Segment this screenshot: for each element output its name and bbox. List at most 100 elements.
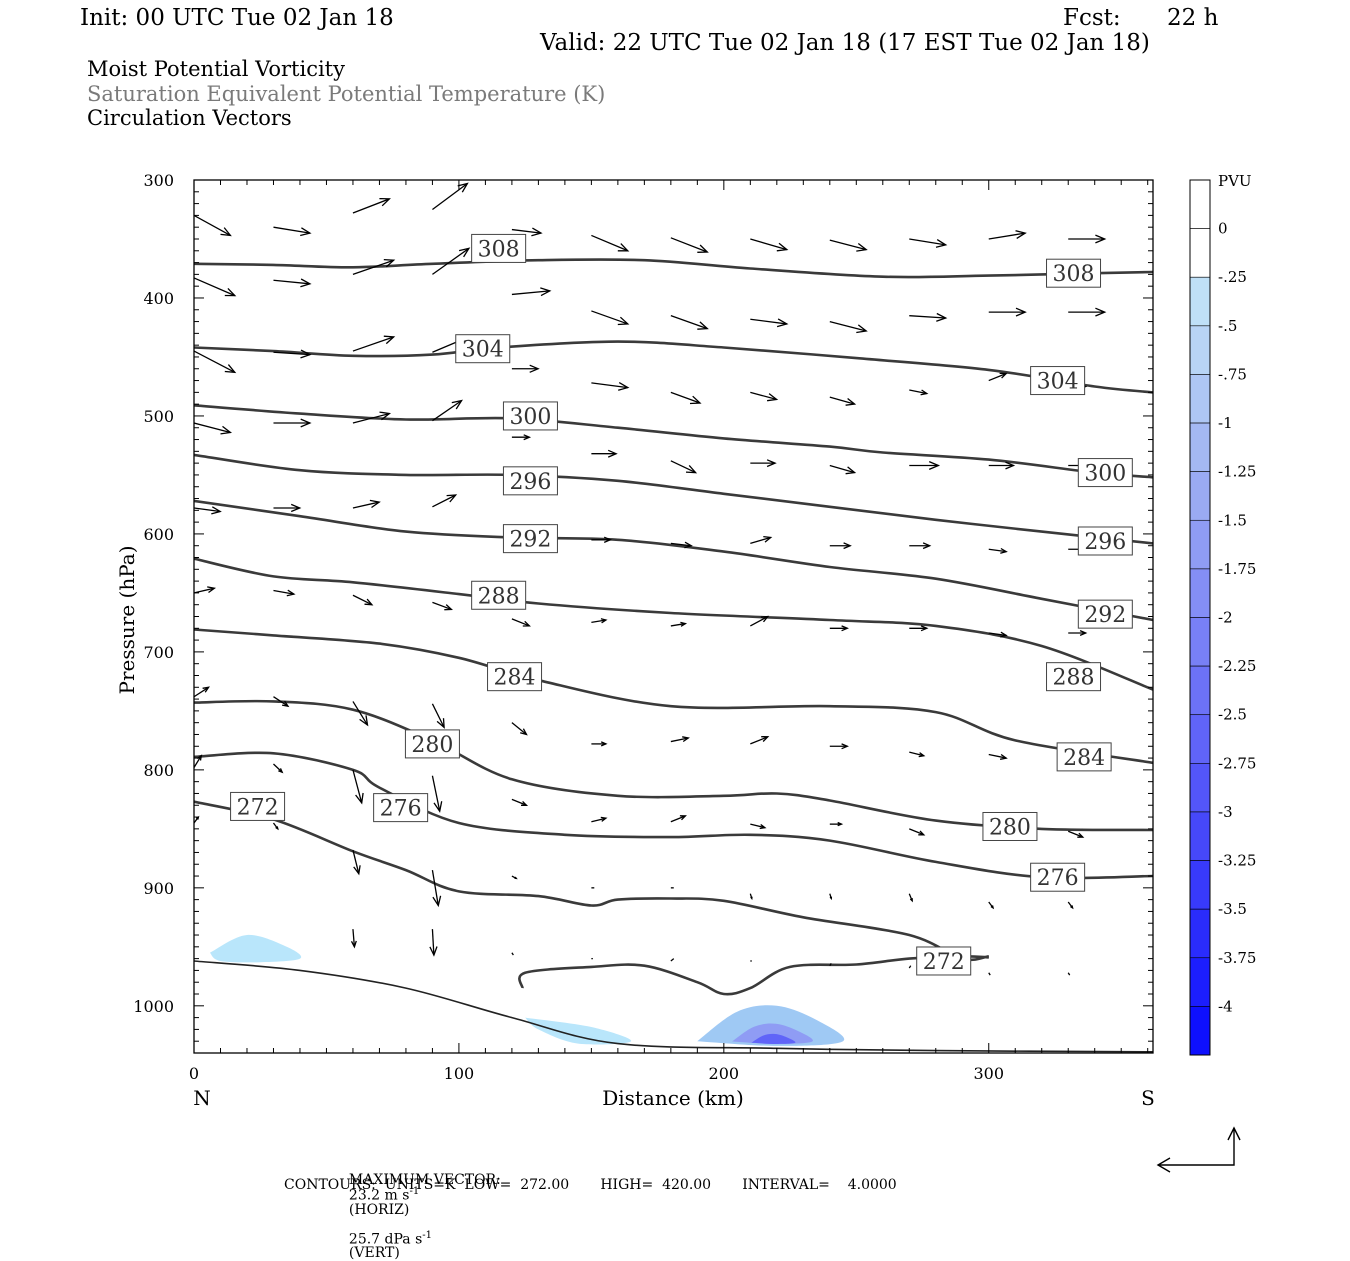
contour-line-304	[194, 340, 1153, 394]
vector-head	[520, 728, 528, 736]
vector-shaft	[591, 619, 607, 624]
colorbar-label: -3	[1218, 803, 1233, 821]
circulation-vector	[352, 258, 396, 275]
circulation-vector	[670, 391, 702, 405]
circulation-vector	[750, 459, 777, 468]
vector-shaft	[909, 315, 946, 319]
vector-head	[364, 598, 374, 606]
vector-shaft	[194, 507, 221, 513]
vector-head	[540, 287, 552, 297]
colorbar-segment	[1189, 763, 1211, 813]
circulation-vector	[591, 816, 608, 823]
vector-head	[1077, 832, 1085, 838]
field-title-pv: Moist Potential Vorticity	[87, 57, 345, 81]
colorbar-label: -.75	[1218, 365, 1247, 383]
circulation-vectors	[194, 182, 1107, 976]
circulation-vector	[909, 828, 926, 836]
contour-label: 296	[509, 470, 551, 495]
pv-colorbar: 0 -.25 -.5 -.75 -1 -1.25 -1.5 -1.75 -2 -2.25 -2.5 -…	[1189, 179, 1256, 1056]
max-vector-label: MAXIMUM VECTOR:	[348, 1172, 501, 1188]
vector-shaft	[750, 823, 766, 829]
circulation-vector	[670, 736, 690, 743]
vector-shaft	[352, 701, 369, 726]
vector-shaft	[352, 336, 394, 352]
vector-shaft	[432, 494, 457, 508]
contour-label: 284	[494, 666, 536, 691]
vector-head	[383, 335, 396, 345]
vector-head	[1015, 307, 1027, 317]
circulation-vector	[988, 372, 1008, 382]
circulation-vector	[272, 822, 279, 831]
circulation-vector	[194, 506, 222, 515]
circulation-vector	[194, 214, 232, 237]
x-axis-label: Distance (km)	[602, 1086, 744, 1110]
vector-head	[522, 620, 531, 627]
vector-shaft	[988, 372, 1007, 382]
vector-shaft	[591, 234, 629, 252]
circulation-vector	[350, 929, 357, 949]
circulation-vector	[988, 631, 1008, 638]
vector-head	[761, 736, 770, 742]
vector-head	[451, 399, 463, 410]
vector-head	[523, 434, 532, 441]
horizontal-tag: (HORIZ)	[348, 1201, 410, 1218]
vector-shaft	[908, 965, 912, 969]
vector-shaft	[829, 962, 832, 967]
circulation-vector	[749, 893, 753, 901]
circulation-vector	[909, 238, 948, 248]
vector-head	[432, 895, 442, 908]
vector-shaft	[511, 798, 527, 806]
contour-label-box	[487, 662, 543, 692]
vector-shaft	[352, 501, 380, 509]
pv-region	[209, 934, 302, 963]
contour-label-box	[916, 946, 972, 976]
circulation-vector	[829, 893, 833, 901]
vector-shaft	[909, 389, 927, 395]
vector-head	[928, 461, 941, 470]
colorbar-label: -3.25	[1218, 852, 1256, 870]
circulation-vector	[432, 494, 458, 508]
vector-head	[224, 287, 237, 297]
vector-shaft	[431, 703, 445, 728]
unit-exponent: -1	[422, 1229, 433, 1241]
vector-head	[829, 896, 833, 901]
vector-shaft	[352, 849, 360, 874]
vector-shaft	[909, 751, 925, 757]
x-tick-label: 100	[444, 1064, 475, 1083]
vector-shaft	[750, 615, 769, 627]
circulation-vector	[194, 754, 203, 768]
vector-head	[355, 792, 364, 805]
contour-label: 304	[462, 338, 504, 363]
vector-shaft	[750, 238, 787, 251]
circulation-vector	[431, 775, 443, 813]
vector-head	[617, 243, 630, 252]
circulation-vector	[750, 391, 779, 402]
colorbar-label: -2.75	[1218, 754, 1256, 772]
vector-head	[514, 876, 518, 880]
contour-label-box	[1030, 862, 1086, 892]
vector-head	[600, 816, 608, 822]
vector-shaft	[432, 247, 470, 275]
circulation-vector	[909, 751, 926, 758]
vector-head	[909, 898, 913, 903]
circulation-vector	[273, 349, 312, 359]
circulation-vector	[750, 238, 789, 252]
contour-label: 296	[1084, 530, 1126, 555]
vector-head	[433, 801, 443, 813]
vector-head	[920, 625, 929, 632]
circulation-vector	[750, 535, 773, 544]
circulation-vector	[591, 741, 608, 747]
vector-head	[922, 542, 932, 550]
vector-shaft	[988, 972, 991, 976]
vector-shaft	[670, 815, 686, 823]
vector-head	[607, 449, 618, 458]
vector-shaft	[591, 382, 628, 389]
vector-shaft	[670, 737, 689, 743]
vector-shaft	[670, 237, 708, 253]
vector-head	[300, 227, 312, 237]
vector-shaft	[988, 232, 1026, 240]
vector-head	[300, 349, 312, 359]
vector-head	[679, 815, 687, 821]
vector-head	[617, 316, 630, 326]
colorbar-label: -1.25	[1218, 463, 1256, 481]
